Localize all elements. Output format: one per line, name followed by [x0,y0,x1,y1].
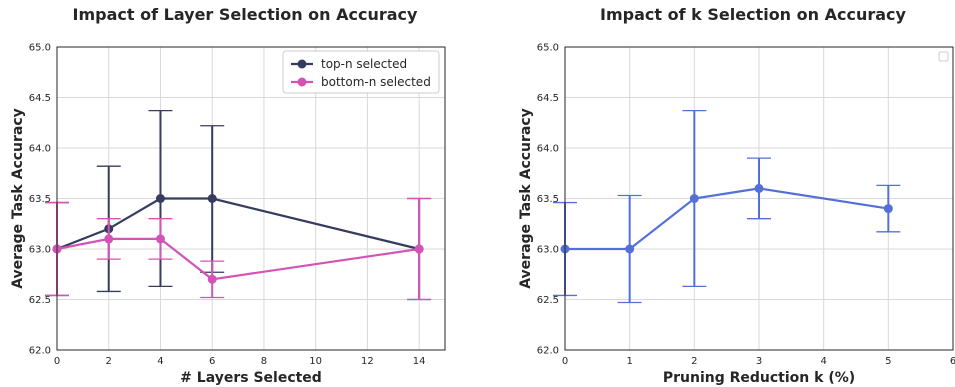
y-tick-label: 62.0 [29,346,51,357]
chart-title: Impact of Layer Selection on Accuracy [73,5,418,24]
y-tick-label: 64.0 [29,144,51,155]
plot-frame [564,46,954,351]
x-axis-label: Pruning Reduction k (%) [663,370,855,386]
x-tick-label: 8 [261,356,267,367]
chart-0: 0 2 4 6 8 10 12 14 62.0 62.5 63.0 63.5 64.0 64.5 65.0 I… [10,5,446,386]
x-tick-label: 14 [413,356,426,367]
data-point [207,274,217,284]
y-tick-label: 64.0 [537,144,559,155]
y-tick-label: 63.5 [29,194,51,205]
legend-marker [297,59,307,69]
data-point [414,244,424,254]
x-tick-label: 12 [361,356,374,367]
x-axis-label: # Layers Selected [180,370,322,386]
x-tick-label: 10 [309,356,322,367]
x-tick-label: 6 [950,356,955,367]
chart-1: 0 1 2 3 4 5 6 62.0 62.5 63.0 63.5 64.0 64.5 65.0 Impac… [518,5,955,386]
x-tick-label: 2 [106,356,112,367]
data-point [754,183,764,193]
y-tick-label: 65.0 [537,43,559,54]
chart-title: Impact of k Selection on Accuracy [600,5,906,24]
y-tick-label: 65.0 [29,43,51,54]
data-point [155,194,165,203]
y-tick-label: 64.5 [29,93,51,104]
y-tick-label: 63.0 [29,245,51,256]
y-tick-label: 63.5 [537,194,559,205]
x-tick-label: 4 [157,356,163,367]
legend-label: top-n selected [321,57,407,71]
y-tick-label: 64.5 [537,93,559,104]
x-tick-label: 6 [209,356,215,367]
y-tick-label: 62.5 [537,295,559,306]
series-line [565,187,889,251]
plot-frame [56,46,446,351]
data-point [625,244,635,254]
x-tick-label: 2 [691,356,697,367]
data-point [104,234,114,244]
y-tick-label: 63.0 [537,245,559,256]
legend-marker [297,77,307,87]
data-point [207,194,217,203]
y-axis-label: Average Task Accuracy [518,108,534,289]
x-tick-label: 1 [626,356,632,367]
x-tick-label: 0 [562,356,568,367]
y-axis-label: Average Task Accuracy [10,108,26,289]
series-group [45,109,432,301]
y-tick-label: 62.0 [537,346,559,357]
data-point [883,204,893,214]
x-tick-label: 3 [756,356,762,367]
legend-box [282,50,440,94]
legend-label: bottom-n selected [321,75,431,89]
x-tick-label: 5 [885,356,891,367]
y-tick-label: 62.5 [29,295,51,306]
legend-box [938,51,949,62]
x-tick-label: 4 [820,356,826,367]
data-point [155,234,165,244]
x-tick-label: 0 [54,356,60,367]
series-group [553,109,901,304]
data-point [689,194,699,203]
